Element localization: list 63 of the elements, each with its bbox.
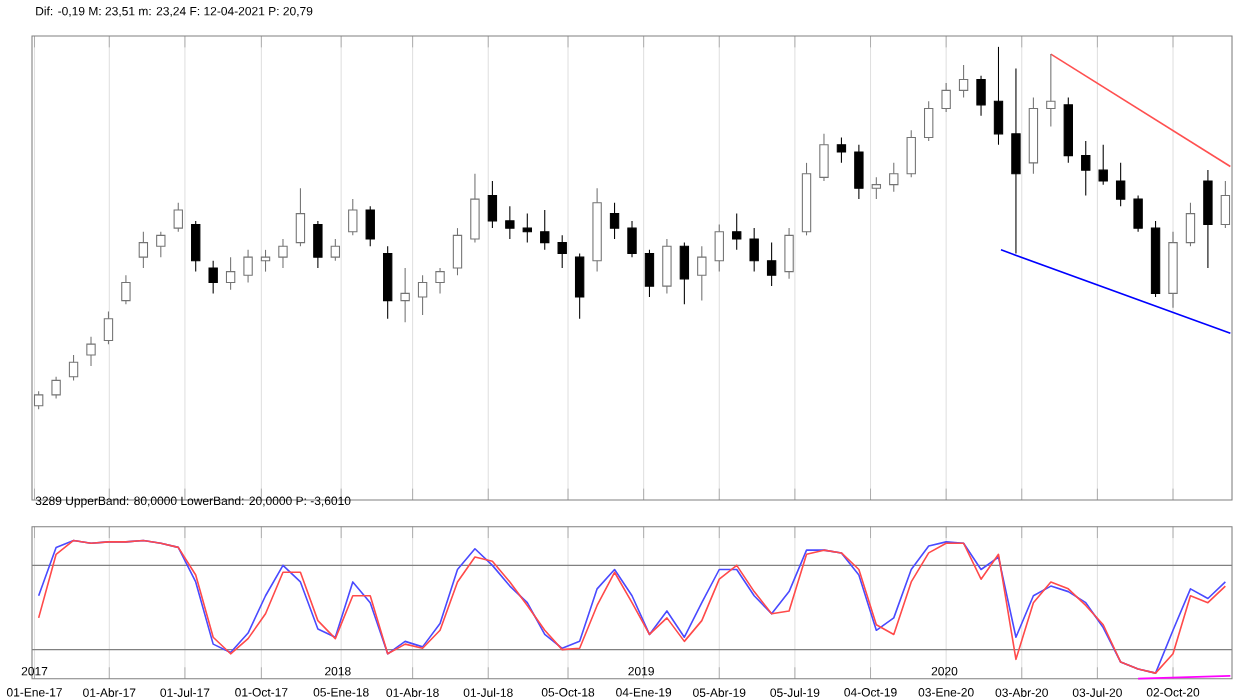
candlestick: [540, 209, 550, 251]
candlestick: [662, 238, 672, 294]
candlestick: [1133, 194, 1143, 233]
candlestick: [68, 354, 79, 381]
candlestick: [1220, 180, 1231, 229]
candlestick: [644, 249, 655, 298]
candlestick: [1046, 53, 1056, 128]
candlestick: [609, 202, 620, 240]
candlestick: [732, 213, 742, 251]
candlestick: [208, 260, 218, 294]
candlestick: [33, 390, 44, 410]
candlestick: [435, 267, 445, 294]
candlestick: [679, 242, 690, 305]
candlestick: [993, 46, 1004, 146]
candlestick: [330, 238, 341, 262]
candlestick: [365, 205, 375, 247]
candlestick: [313, 220, 323, 269]
candlestick: [103, 310, 114, 345]
candlestick: [452, 227, 463, 276]
candlestick: [86, 336, 96, 367]
candlestick: [958, 64, 969, 99]
candlestick: [854, 144, 864, 200]
candlestick: [923, 100, 934, 142]
candlestick: [941, 82, 951, 113]
candlestick: [417, 274, 428, 316]
candlestick: [714, 223, 724, 273]
candlestick: [557, 234, 567, 269]
candlestick: [243, 249, 253, 284]
candlestick: [1011, 68, 1021, 255]
candlestick: [348, 198, 358, 236]
candlestick: [766, 242, 777, 287]
candlestick: [191, 220, 201, 273]
candlestick: [697, 245, 707, 302]
candlestick: [522, 213, 532, 244]
candlestick: [278, 238, 288, 269]
candlestick: [487, 180, 498, 229]
candlestick: [906, 129, 916, 178]
candlestick: [225, 256, 236, 291]
candlestick: [260, 249, 271, 273]
candlestick: [627, 220, 637, 258]
candlestick: [889, 162, 899, 193]
candlestick: [574, 252, 585, 320]
candlestick: [51, 376, 61, 400]
candlestick: [382, 245, 393, 320]
candlestick: [138, 231, 149, 269]
candlestick: [976, 75, 986, 117]
candlestick: [505, 205, 515, 240]
candlestick: [784, 227, 794, 280]
candlestick: [871, 176, 882, 200]
candlestick: [836, 136, 847, 164]
candlestick: [295, 187, 306, 247]
candlestick: [749, 227, 759, 273]
candlestick: [1185, 202, 1196, 247]
candlestick: [121, 274, 131, 305]
candlestick: [1098, 144, 1108, 186]
candlestick: [819, 133, 829, 182]
candlestick: [173, 202, 183, 233]
candlestick: [1115, 162, 1126, 207]
candlestick: [156, 231, 166, 258]
candlestick: [470, 173, 480, 244]
candlestick: [1203, 169, 1213, 269]
candlestick: [400, 267, 410, 323]
candlestick: [1081, 140, 1091, 197]
